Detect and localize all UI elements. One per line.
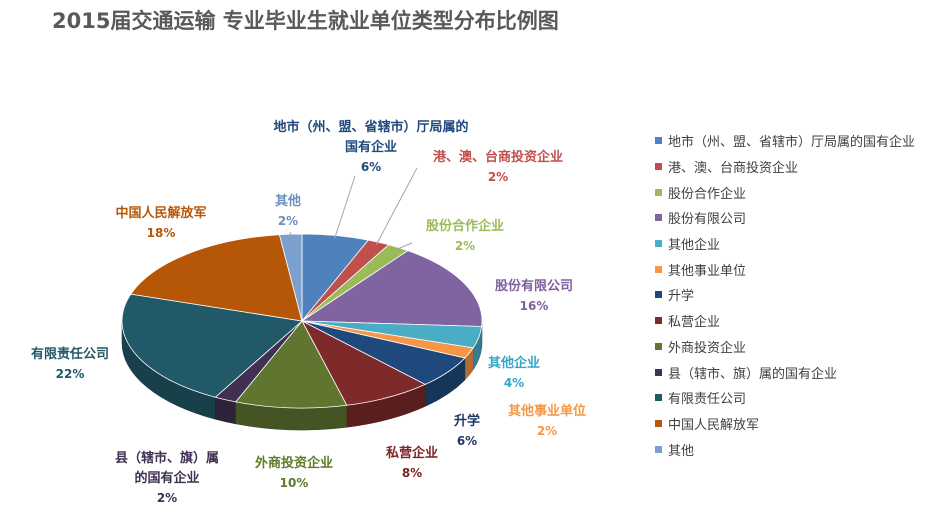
legend-item[interactable]: 私营企业	[655, 308, 940, 334]
data-label-value: 2%	[488, 170, 508, 184]
legend-label: 有限责任公司	[668, 392, 747, 408]
legend-label: 其他事业单位	[668, 263, 747, 279]
data-label-text: 其他事业单位	[508, 403, 586, 419]
data-label: 县（辖市、旗）属的国有企业 2%	[115, 450, 219, 505]
data-label-value: 6%	[361, 160, 381, 174]
leader-line	[334, 175, 356, 239]
data-label-value: 2%	[278, 214, 298, 228]
data-label-value: 2%	[537, 424, 557, 438]
data-label-value: 10%	[280, 476, 309, 490]
pie-labels: 地市（州、盟、省辖市）厅局属的国有企业 6% 港、澳、台商投资企业 2% 股份合作企业 2…	[31, 119, 586, 505]
legend-label: 其他企业	[668, 238, 721, 254]
chart-title: 2015届交通运输 专业毕业生就业单位类型分布比例图	[52, 9, 559, 33]
data-label-text: 中国人民解放军	[115, 205, 206, 221]
data-label-text: 有限责任公司	[31, 346, 109, 362]
legend-item[interactable]: 县（辖市、旗）属的国有企业	[655, 359, 940, 385]
data-label-text: 地市（州、盟、省辖市）厅局属的	[273, 119, 468, 135]
legend-item[interactable]: 外商投资企业	[655, 334, 940, 360]
legend-swatch	[655, 445, 662, 453]
data-label-value: 2%	[157, 491, 177, 505]
legend-label: 其他	[668, 443, 695, 459]
data-label-text: 升学	[454, 413, 480, 429]
data-label: 港、澳、台商投资企业 2%	[433, 149, 563, 184]
data-label: 私营企业 8%	[386, 445, 438, 480]
legend-label: 升学	[668, 289, 695, 305]
legend-swatch	[655, 137, 662, 145]
data-label: 中国人民解放军 18%	[115, 205, 206, 240]
legend-label: 外商投资企业	[668, 340, 747, 356]
pie-tops	[121, 233, 483, 409]
data-label-text: 股份有限公司	[495, 278, 573, 294]
legend-item[interactable]: 地市（州、盟、省辖市）厅局属的国有企业	[655, 128, 940, 154]
legend-item[interactable]: 股份有限公司	[655, 205, 940, 231]
legend-swatch	[655, 342, 662, 350]
data-label-text: 的国有企业	[134, 470, 199, 486]
legend-swatch	[655, 265, 662, 273]
legend-swatch	[655, 419, 662, 427]
data-label: 升学 6%	[454, 413, 480, 448]
data-label-value: 16%	[520, 299, 549, 313]
pie-slice[interactable]	[121, 293, 303, 398]
data-label-value: 8%	[402, 466, 422, 480]
legend-swatch	[655, 214, 662, 222]
data-label: 有限责任公司 22%	[31, 346, 109, 381]
legend-swatch	[655, 368, 662, 376]
data-label-value: 2%	[455, 239, 475, 253]
data-label: 外商投资企业 10%	[254, 455, 333, 490]
legend-swatch	[655, 317, 662, 325]
data-label: 其他企业 4%	[488, 355, 540, 390]
data-label: 其他事业单位 2%	[508, 403, 586, 438]
legend-item[interactable]: 港、澳、台商投资企业	[655, 154, 940, 180]
legend-label: 港、澳、台商投资企业	[668, 161, 799, 177]
pie-sides	[121, 320, 483, 431]
pie-slice[interactable]	[235, 320, 348, 409]
data-label-text: 股份合作企业	[426, 218, 504, 234]
data-label-value: 4%	[504, 376, 524, 390]
legend-item[interactable]: 中国人民解放军	[655, 411, 940, 437]
data-label-text: 私营企业	[386, 445, 438, 461]
data-label: 股份合作企业 2%	[426, 218, 504, 253]
legend-swatch	[655, 163, 662, 171]
data-label-text: 其他企业	[488, 355, 540, 371]
legend: 地市（州、盟、省辖市）厅局属的国有企业 港、澳、台商投资企业 股份合作企业 股份有限公…	[655, 128, 940, 462]
legend-item[interactable]: 其他	[655, 436, 940, 462]
pie-slice[interactable]	[301, 320, 427, 406]
data-label-value: 18%	[147, 226, 176, 240]
legend-label: 股份有限公司	[668, 212, 747, 228]
leader-line	[395, 242, 413, 251]
legend-swatch	[655, 394, 662, 402]
legend-item[interactable]: 其他事业单位	[655, 256, 940, 282]
legend-item[interactable]: 其他企业	[655, 231, 940, 257]
data-label-text: 其他	[275, 193, 301, 209]
data-label-text: 港、澳、台商投资企业	[433, 149, 563, 165]
data-label: 其他 2%	[275, 193, 301, 228]
legend-label: 地市（州、盟、省辖市）厅局属的国有企业	[668, 135, 916, 151]
data-label: 股份有限公司 16%	[495, 278, 573, 313]
data-label-text: 外商投资企业	[254, 455, 333, 471]
legend-swatch	[655, 188, 662, 196]
pie-slice[interactable]	[300, 250, 483, 327]
pie-slice[interactable]	[130, 234, 303, 322]
data-label-value: 22%	[56, 367, 85, 381]
pie-leaders	[289, 167, 418, 251]
legend-item[interactable]: 升学	[655, 282, 940, 308]
legend-swatch	[655, 291, 662, 299]
data-label-value: 6%	[457, 434, 477, 448]
legend-label: 县（辖市、旗）属的国有企业	[668, 366, 838, 382]
data-label-text: 县（辖市、旗）属	[115, 450, 219, 466]
data-label: 地市（州、盟、省辖市）厅局属的国有企业 6%	[273, 119, 468, 174]
legend-label: 股份合作企业	[668, 186, 747, 202]
legend-swatch	[655, 240, 662, 248]
legend-item[interactable]: 股份合作企业	[655, 179, 940, 205]
legend-item[interactable]: 有限责任公司	[655, 385, 940, 411]
data-label-text: 国有企业	[345, 139, 397, 155]
leader-line	[289, 231, 292, 237]
leader-line	[375, 167, 418, 245]
legend-label: 私营企业	[668, 315, 721, 331]
legend-label: 中国人民解放军	[668, 417, 760, 433]
